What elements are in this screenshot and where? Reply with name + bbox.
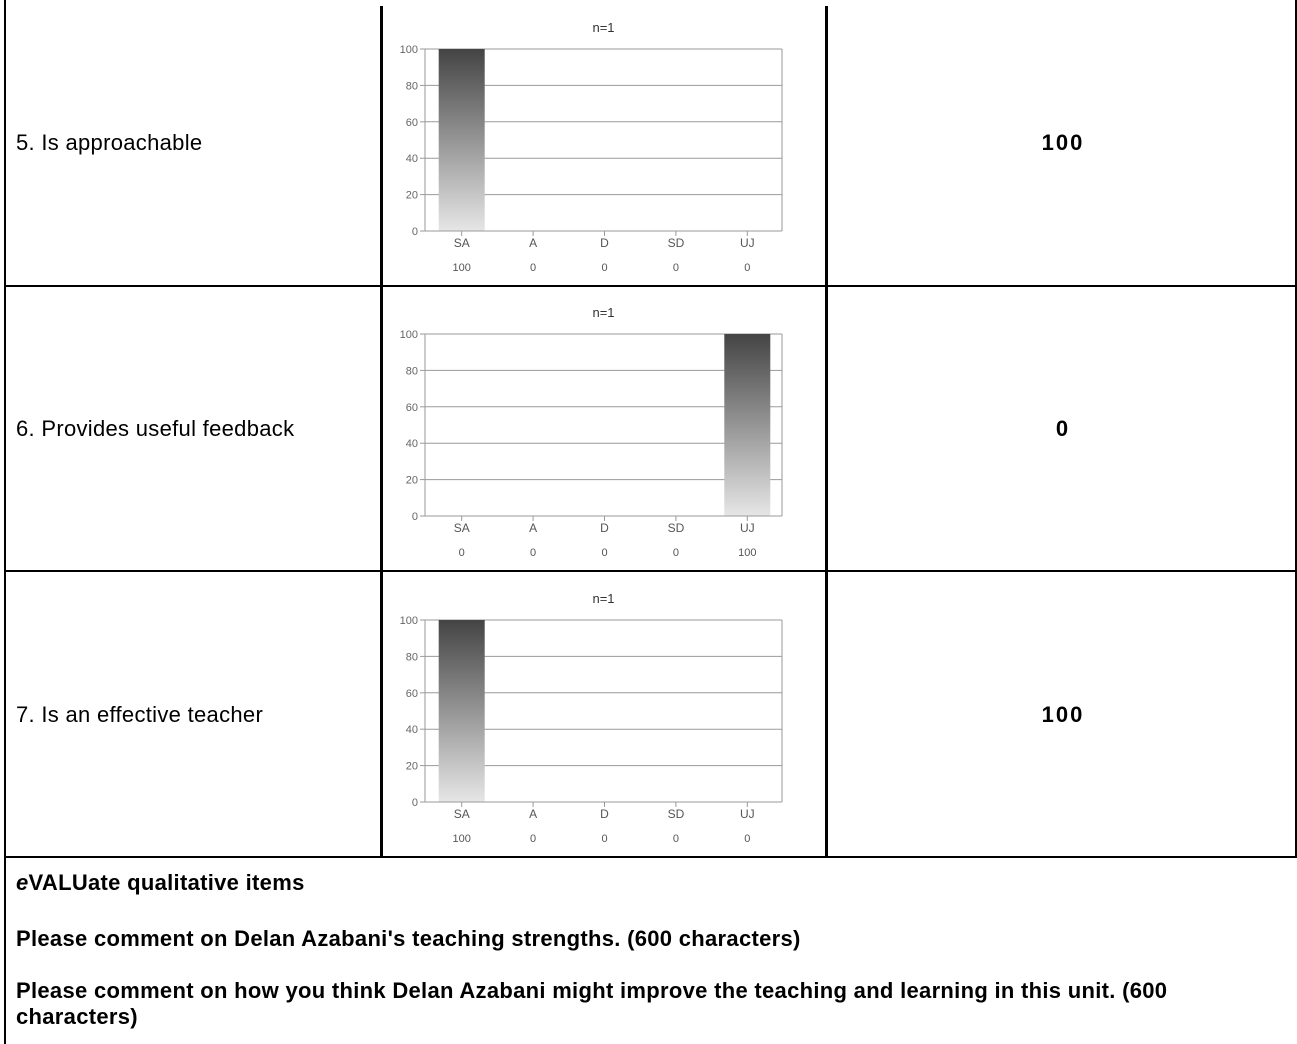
y-tick-label: 60 bbox=[406, 688, 418, 700]
x-tick-label: SD bbox=[668, 236, 685, 250]
table-border-right bbox=[1295, 0, 1297, 858]
heading-text: VALUate qualitative items bbox=[28, 870, 305, 895]
data-label: 0 bbox=[601, 833, 607, 845]
row-divider-2 bbox=[4, 570, 1297, 572]
question-label: 6. Provides useful feedback bbox=[16, 416, 295, 441]
data-label: 0 bbox=[459, 547, 465, 559]
heading-italic-e: e bbox=[16, 870, 29, 895]
x-tick-label: UJ bbox=[740, 807, 755, 821]
data-label: 0 bbox=[601, 262, 607, 274]
chart-svg: n=1 0 20 40 60 80 100 SA 100 A 0 D 0 SD 0 UJ 0 bbox=[400, 591, 783, 845]
data-label: 0 bbox=[530, 547, 536, 559]
x-tick-label: A bbox=[529, 521, 537, 535]
bar-sa bbox=[438, 49, 485, 231]
data-label: 0 bbox=[530, 833, 536, 845]
y-tick-label: 0 bbox=[412, 511, 418, 523]
x-tick-label: A bbox=[529, 807, 537, 821]
x-tick-label: SA bbox=[454, 236, 470, 250]
data-label: 0 bbox=[744, 833, 750, 845]
x-tick-label: UJ bbox=[740, 521, 755, 535]
y-tick-label: 40 bbox=[406, 724, 418, 736]
data-label: 0 bbox=[744, 262, 750, 274]
data-label: 0 bbox=[673, 262, 679, 274]
qualitative-item-improve: Please comment on how you think Delan Az… bbox=[16, 978, 1168, 1029]
y-tick-label: 20 bbox=[406, 190, 418, 202]
bar-chart: n=1 0 20 40 60 80 100 SA 0 A 0 D 0 SD 0 UJ 100 bbox=[370, 299, 800, 569]
chart-title: n=1 bbox=[592, 305, 614, 320]
chart-title: n=1 bbox=[592, 20, 614, 35]
question-label: 5. Is approachable bbox=[16, 130, 203, 155]
table-divider-col2 bbox=[825, 6, 828, 858]
data-label: 0 bbox=[601, 547, 607, 559]
y-tick-label: 40 bbox=[406, 438, 418, 450]
data-label: 0 bbox=[673, 833, 679, 845]
qualitative-heading: eVALUate qualitative items bbox=[16, 870, 1286, 896]
qualitative-item-strengths: Please comment on Delan Azabani's teachi… bbox=[16, 926, 801, 951]
x-tick-label: UJ bbox=[740, 236, 755, 250]
bar-sa bbox=[438, 620, 485, 802]
y-tick-label: 80 bbox=[406, 651, 418, 663]
y-tick-label: 60 bbox=[406, 402, 418, 414]
x-tick-label: SA bbox=[454, 807, 470, 821]
chart-title: n=1 bbox=[592, 591, 614, 606]
x-tick-label: SD bbox=[668, 807, 685, 821]
y-tick-label: 60 bbox=[406, 117, 418, 129]
table-divider-col1 bbox=[380, 6, 383, 858]
row-divider-1 bbox=[4, 285, 1297, 287]
y-tick-label: 100 bbox=[400, 615, 418, 627]
x-tick-label: D bbox=[600, 236, 609, 250]
bar-chart: n=1 0 20 40 60 80 100 SA 100 A 0 D 0 SD 0 UJ 0 bbox=[370, 585, 800, 855]
y-tick-label: 80 bbox=[406, 365, 418, 377]
y-tick-label: 20 bbox=[406, 761, 418, 773]
y-tick-label: 100 bbox=[400, 329, 418, 341]
bar-uj bbox=[724, 334, 771, 516]
y-tick-label: 100 bbox=[400, 44, 418, 56]
y-tick-label: 0 bbox=[412, 797, 418, 809]
x-tick-label: D bbox=[600, 807, 609, 821]
data-label: 100 bbox=[453, 262, 471, 274]
data-label: 100 bbox=[738, 547, 756, 559]
row-divider-3 bbox=[4, 856, 1297, 858]
question-label: 7. Is an effective teacher bbox=[16, 702, 264, 727]
y-tick-label: 80 bbox=[406, 80, 418, 92]
data-label: 0 bbox=[530, 262, 536, 274]
x-tick-label: A bbox=[529, 236, 537, 250]
x-tick-label: D bbox=[600, 521, 609, 535]
chart-svg: n=1 0 20 40 60 80 100 SA 0 A 0 D 0 SD 0 UJ 100 bbox=[400, 305, 783, 559]
score-value: 0 bbox=[1055, 416, 1071, 441]
data-label: 0 bbox=[673, 547, 679, 559]
score-value: 100 bbox=[1041, 130, 1085, 155]
x-tick-label: SA bbox=[454, 521, 470, 535]
y-tick-label: 20 bbox=[406, 475, 418, 487]
chart-svg: n=1 0 20 40 60 80 100 SA 100 A 0 D 0 SD 0 UJ 0 bbox=[400, 20, 783, 274]
data-label: 100 bbox=[453, 833, 471, 845]
score-value: 100 bbox=[1041, 702, 1085, 727]
y-tick-label: 40 bbox=[406, 153, 418, 165]
x-tick-label: SD bbox=[668, 521, 685, 535]
table-border-left bbox=[4, 0, 6, 1044]
bar-chart: n=1 0 20 40 60 80 100 SA 100 A 0 D 0 SD 0 UJ 0 bbox=[370, 14, 800, 284]
y-tick-label: 0 bbox=[412, 226, 418, 238]
